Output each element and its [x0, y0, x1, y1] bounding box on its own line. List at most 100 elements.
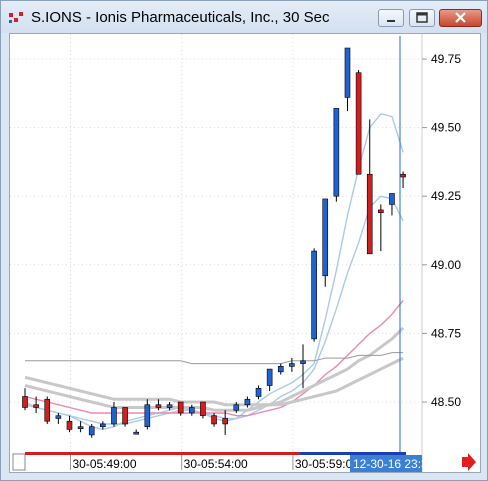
candle-body	[389, 193, 395, 205]
candle	[44, 396, 51, 424]
candle-body	[77, 426, 84, 429]
moving-average-line	[24, 356, 404, 407]
candle	[33, 396, 39, 413]
candle-body	[289, 363, 295, 367]
cursor-time-highlight	[350, 455, 422, 472]
candle	[111, 402, 117, 427]
candle-body	[222, 418, 228, 425]
candle-body	[66, 420, 73, 430]
candle-body	[100, 423, 106, 427]
candle	[366, 119, 373, 255]
candle	[77, 421, 84, 433]
candle	[200, 401, 206, 419]
candle	[222, 410, 228, 435]
candle-body	[300, 360, 306, 364]
close-button[interactable]	[439, 9, 482, 27]
candle-body	[255, 387, 262, 397]
candles	[22, 47, 406, 438]
candle	[311, 248, 317, 342]
maximize-icon	[416, 12, 428, 23]
candle	[344, 47, 351, 112]
minimize-button[interactable]	[378, 9, 404, 27]
candle-body	[88, 426, 95, 436]
candle-body	[211, 415, 217, 425]
time-scrollbar-red[interactable]	[25, 452, 350, 455]
candle	[277, 363, 284, 375]
candle	[189, 404, 195, 416]
y-tick-label: 49.25	[431, 189, 461, 203]
scroll-box[interactable]	[12, 453, 26, 471]
candle	[233, 402, 240, 413]
candle-body	[344, 47, 351, 98]
candle	[122, 407, 128, 427]
candle-body	[311, 250, 317, 340]
candle-body	[22, 396, 28, 408]
candle	[389, 193, 395, 216]
price-axis: 49.75 49.50 49.25 49.00 48.75 48.50	[422, 52, 461, 409]
time-axis: 30-05:49:00 30-05:54:00 30-05:59:00	[69, 455, 359, 471]
candle	[400, 171, 406, 188]
x-tick-label: 30-05:59:00	[295, 457, 359, 471]
candle-body	[44, 398, 51, 422]
candle	[300, 344, 306, 389]
chart-area: 49.75 49.50 49.25 49.00 48.75 48.50 30-05:49:…	[9, 33, 481, 473]
candle-body	[55, 415, 62, 419]
candle	[177, 401, 184, 416]
candle-body	[244, 398, 251, 406]
candle-body	[400, 173, 406, 178]
candle-body	[355, 72, 362, 175]
candle-body	[111, 407, 117, 425]
candle-body	[155, 404, 162, 408]
candle-body	[378, 209, 384, 213]
title-bar[interactable]: S.IONS - Ionis Pharmaceuticals, Inc., 30…	[1, 1, 487, 33]
candle	[266, 368, 273, 392]
candlestick-chart[interactable]: 49.75 49.50 49.25 49.00 48.75 48.50 30-05:49:…	[10, 34, 480, 472]
close-icon	[455, 12, 466, 23]
candle-body	[177, 401, 184, 414]
candle-body	[200, 401, 206, 417]
candle-body	[166, 404, 173, 408]
maximize-button[interactable]	[409, 9, 435, 27]
y-tick-label: 48.75	[431, 326, 461, 340]
candle	[355, 69, 362, 175]
minimize-icon	[387, 20, 395, 22]
candle	[88, 423, 95, 438]
candle-body	[144, 404, 151, 427]
x-tick-label: 30-05:54:00	[184, 457, 248, 471]
candle	[144, 399, 151, 430]
candle	[322, 198, 329, 287]
candle	[155, 399, 162, 411]
x-tick-label: 30-05:49:00	[72, 457, 136, 471]
time-scrollbar-blue[interactable]	[300, 452, 406, 455]
candle	[166, 402, 173, 411]
candle	[66, 415, 73, 433]
moving-average-line	[25, 352, 404, 365]
cursor-time-label: 12-30-16 23:34:00	[353, 457, 451, 471]
candle-body	[133, 431, 139, 435]
candle	[211, 412, 217, 427]
y-tick-label: 49.75	[431, 52, 461, 66]
candle	[133, 429, 139, 435]
y-tick-label: 49.50	[431, 121, 461, 135]
candle-body	[277, 366, 284, 373]
moving-averages	[24, 113, 405, 431]
candle-body	[233, 404, 240, 411]
candle-body	[189, 407, 195, 414]
candle-body	[322, 198, 329, 277]
scroll-right-arrow-icon[interactable]	[462, 453, 476, 471]
candle-body	[122, 407, 128, 425]
window-title: S.IONS - Ionis Pharmaceuticals, Inc., 30…	[31, 9, 330, 26]
candle	[55, 412, 62, 424]
candle	[378, 204, 384, 252]
candle	[333, 108, 340, 202]
moving-average-line	[24, 326, 405, 412]
candle-body	[33, 404, 39, 408]
y-tick-label: 48.50	[431, 395, 461, 409]
candle	[244, 396, 251, 408]
candle	[22, 388, 28, 411]
y-tick-label: 49.00	[431, 258, 461, 272]
candle	[100, 421, 106, 430]
candle-body	[333, 108, 340, 197]
candle	[255, 385, 262, 400]
